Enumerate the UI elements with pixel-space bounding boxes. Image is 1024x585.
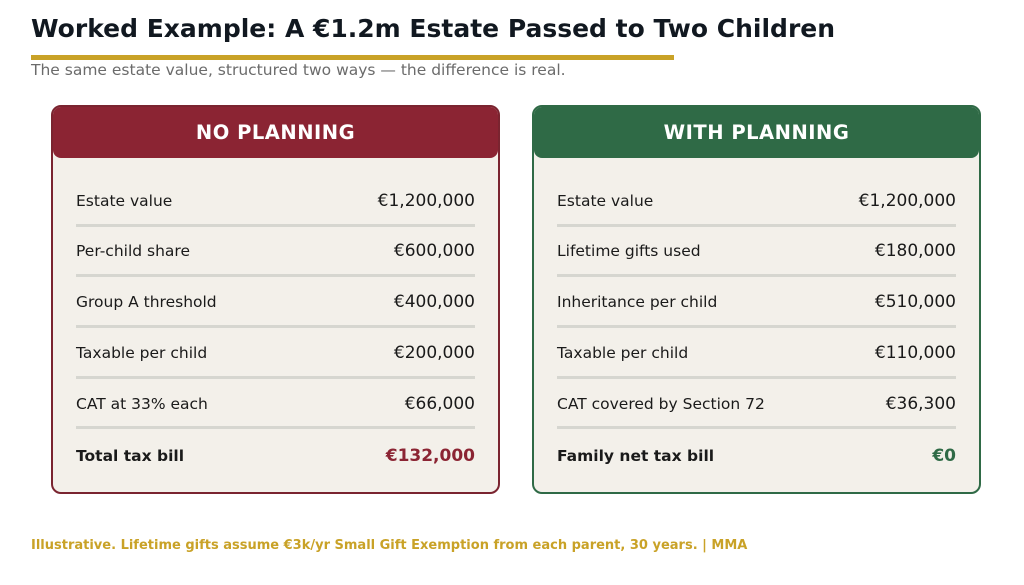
no-planning-row: Group A threshold €400,000 [76, 279, 475, 328]
with-planning-row: Inheritance per child €510,000 [557, 279, 956, 328]
with-planning-total-row: Family net tax bill €0 [557, 431, 956, 480]
no-planning-total-row: Total tax bill €132,000 [76, 431, 475, 480]
row-label: Taxable per child [557, 343, 689, 362]
row-value: €600,000 [393, 241, 475, 262]
row-value: €1,200,000 [377, 190, 475, 211]
row-value: €510,000 [874, 292, 956, 313]
row-label: Group A threshold [76, 293, 217, 312]
with-planning-rows: Estate value €1,200,000 Lifetime gifts u… [557, 178, 956, 480]
no-planning-header: NO PLANNING [53, 107, 498, 158]
no-planning-rows: Estate value €1,200,000 Per-child share … [76, 178, 475, 480]
with-planning-row: CAT covered by Section 72 €36,300 [557, 381, 956, 430]
no-planning-row: Per-child share €600,000 [76, 229, 475, 278]
with-planning-row: Estate value €1,200,000 [557, 178, 956, 227]
row-label: Inheritance per child [557, 293, 718, 312]
row-label: Estate value [76, 191, 173, 210]
row-label: CAT at 33% each [76, 394, 208, 413]
row-value: €400,000 [393, 292, 475, 313]
footer-note: Illustrative. Lifetime gifts assume €3k/… [31, 538, 748, 553]
page-title: Worked Example: A €1.2m Estate Passed to… [31, 14, 836, 43]
no-planning-card: NO PLANNING Estate value €1,200,000 Per-… [51, 105, 500, 494]
row-label: Lifetime gifts used [557, 242, 701, 261]
with-planning-row: Lifetime gifts used €180,000 [557, 229, 956, 278]
row-value: €1,200,000 [858, 190, 956, 211]
row-value: €36,300 [885, 393, 956, 414]
row-value: €200,000 [393, 342, 475, 363]
page-subtitle: The same estate value, structured two wa… [31, 61, 566, 79]
row-label: Taxable per child [76, 343, 208, 362]
row-label: CAT covered by Section 72 [557, 394, 765, 413]
row-label: Estate value [557, 191, 654, 210]
with-planning-header: WITH PLANNING [534, 107, 979, 158]
total-value: €132,000 [385, 445, 475, 466]
with-planning-card: WITH PLANNING Estate value €1,200,000 Li… [532, 105, 981, 494]
total-label: Family net tax bill [557, 446, 715, 465]
row-value: €180,000 [874, 241, 956, 262]
with-planning-row: Taxable per child €110,000 [557, 330, 956, 379]
row-value: €66,000 [404, 393, 475, 414]
row-value: €110,000 [874, 342, 956, 363]
no-planning-row: Estate value €1,200,000 [76, 178, 475, 227]
title-underline [31, 55, 674, 60]
total-value: €0 [932, 445, 956, 466]
no-planning-row: CAT at 33% each €66,000 [76, 381, 475, 430]
row-label: Per-child share [76, 242, 190, 261]
no-planning-row: Taxable per child €200,000 [76, 330, 475, 379]
total-label: Total tax bill [76, 446, 185, 465]
